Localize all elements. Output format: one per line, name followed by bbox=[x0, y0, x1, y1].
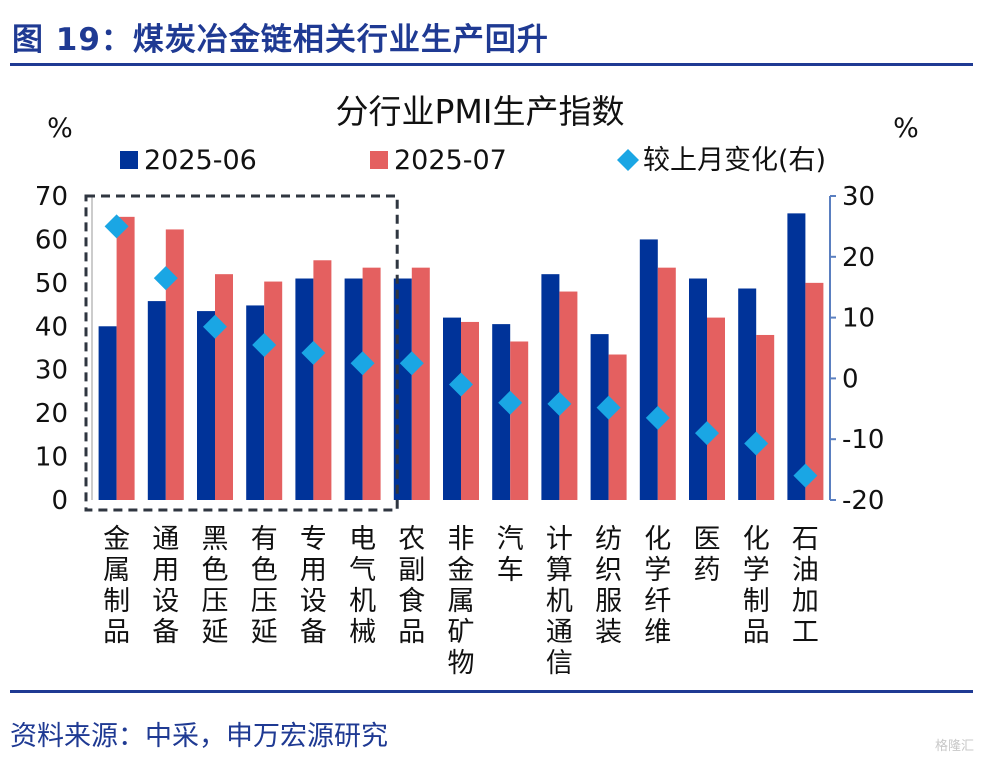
category-label: 电气机械 bbox=[349, 524, 376, 648]
change-markers bbox=[104, 214, 818, 488]
bar-2025-07 bbox=[215, 274, 233, 500]
bar-2025-07 bbox=[313, 260, 332, 500]
bar-2025-06 bbox=[197, 311, 215, 500]
bar-2025-06 bbox=[541, 274, 560, 500]
legend-swatch-2025-06 bbox=[120, 151, 138, 169]
category-label: 医药 bbox=[694, 524, 721, 586]
legend-label-2025-07: 2025-07 bbox=[394, 145, 507, 176]
bar-2025-06 bbox=[639, 239, 658, 500]
category-label: 专用设备 bbox=[300, 524, 327, 648]
bar-2025-07 bbox=[165, 229, 184, 500]
category-label: 通用设备 bbox=[152, 524, 179, 648]
category-label: 石油加工 bbox=[792, 524, 819, 648]
bar-2025-07 bbox=[411, 267, 430, 500]
change-diamond bbox=[498, 390, 523, 415]
bar-2025-07 bbox=[657, 267, 676, 500]
bar-2025-06 bbox=[98, 326, 117, 500]
bar-2025-06 bbox=[147, 301, 166, 500]
legend-swatch-change bbox=[617, 149, 639, 171]
change-diamond bbox=[547, 391, 572, 416]
category-label: 汽车 bbox=[497, 524, 524, 586]
category-label: 纺织服装 bbox=[595, 524, 622, 648]
category-label: 金属制品 bbox=[103, 524, 130, 648]
bar-2025-06 bbox=[492, 324, 511, 500]
change-diamond bbox=[645, 405, 670, 430]
bar-2025-07 bbox=[461, 321, 479, 500]
figure-title: 图 19：煤炭冶金链相关行业生产回升 bbox=[12, 22, 549, 58]
bar-2025-07 bbox=[756, 334, 775, 500]
bar-2025-07 bbox=[559, 291, 578, 500]
change-diamond bbox=[153, 266, 178, 291]
change-diamond bbox=[596, 395, 621, 420]
left-tick-label: 40 bbox=[35, 312, 68, 342]
bar-2025-06 bbox=[295, 278, 314, 500]
bottom-rule bbox=[10, 690, 973, 693]
right-tick-label: 30 bbox=[842, 182, 875, 212]
category-label: 非金属矿物 bbox=[448, 524, 475, 679]
bar-2025-06 bbox=[246, 305, 265, 500]
category-label: 计算机通信 bbox=[546, 524, 573, 679]
category-label: 化学制品 bbox=[743, 524, 770, 648]
legend-label-2025-06: 2025-06 bbox=[144, 145, 257, 176]
left-tick-label: 0 bbox=[51, 486, 68, 516]
change-diamond bbox=[449, 372, 473, 397]
source-note: 资料来源：中采，申万宏源研究 bbox=[10, 721, 388, 752]
right-axis-unit: % bbox=[893, 113, 919, 144]
category-label: 黑色压延 bbox=[202, 524, 229, 648]
left-tick-label: 50 bbox=[35, 269, 68, 299]
right-tick-label: 0 bbox=[842, 364, 859, 394]
bar-2025-07 bbox=[510, 341, 529, 500]
category-label: 有色压延 bbox=[251, 524, 278, 648]
change-diamond bbox=[203, 314, 227, 339]
bar-2025-06 bbox=[689, 278, 707, 500]
category-label: 农副食品 bbox=[398, 524, 425, 648]
watermark: 格隆汇 bbox=[934, 739, 974, 754]
right-tick-label: 10 bbox=[842, 304, 875, 334]
legend: 2025-06 2025-07 较上月变化(右) bbox=[120, 145, 826, 176]
right-tick-label: 20 bbox=[842, 243, 875, 273]
x-tick-labels: 金属制品通用设备黑色压延有色压延专用设备电气机械农副食品非金属矿物汽车计算机通信… bbox=[103, 524, 819, 679]
change-diamond bbox=[744, 431, 769, 456]
change-diamond bbox=[399, 351, 424, 376]
left-tick-label: 60 bbox=[35, 225, 68, 255]
legend-label-change: 较上月变化(右) bbox=[643, 145, 826, 176]
left-axis: 0 10 20 30 40 50 60 70 bbox=[35, 182, 93, 516]
change-diamond bbox=[793, 463, 818, 488]
bar-2025-07 bbox=[116, 216, 135, 501]
left-tick-label: 30 bbox=[35, 356, 68, 386]
bar-2025-06 bbox=[344, 278, 363, 500]
legend-swatch-2025-07 bbox=[370, 151, 388, 169]
top-rule bbox=[10, 63, 973, 66]
change-diamond bbox=[104, 214, 129, 239]
bar-2025-06 bbox=[787, 213, 806, 500]
bar-2025-06 bbox=[443, 317, 461, 500]
right-tick-label: -10 bbox=[842, 425, 884, 455]
change-diamond bbox=[252, 332, 277, 357]
bars bbox=[98, 213, 824, 501]
bar-2025-07 bbox=[362, 267, 381, 500]
right-tick-label: -20 bbox=[842, 486, 884, 516]
left-tick-label: 70 bbox=[35, 182, 68, 212]
bar-2025-07 bbox=[707, 317, 725, 500]
bar-2025-06 bbox=[738, 288, 757, 500]
left-axis-unit: % bbox=[47, 113, 73, 144]
bar-2025-07 bbox=[805, 282, 824, 500]
change-diamond bbox=[350, 351, 375, 376]
bar-2025-07 bbox=[608, 354, 627, 500]
bar-2025-07 bbox=[264, 281, 283, 500]
chart-title: 分行业PMI生产指数 bbox=[335, 92, 624, 131]
category-label: 化学纤维 bbox=[644, 524, 671, 648]
change-diamond bbox=[301, 340, 326, 365]
change-diamond bbox=[695, 421, 719, 446]
bar-2025-06 bbox=[590, 334, 609, 500]
left-tick-label: 10 bbox=[35, 443, 68, 473]
left-tick-label: 20 bbox=[35, 399, 68, 429]
highlight-box bbox=[84, 194, 399, 512]
right-axis: -20 -10 0 10 20 30 bbox=[829, 182, 884, 516]
